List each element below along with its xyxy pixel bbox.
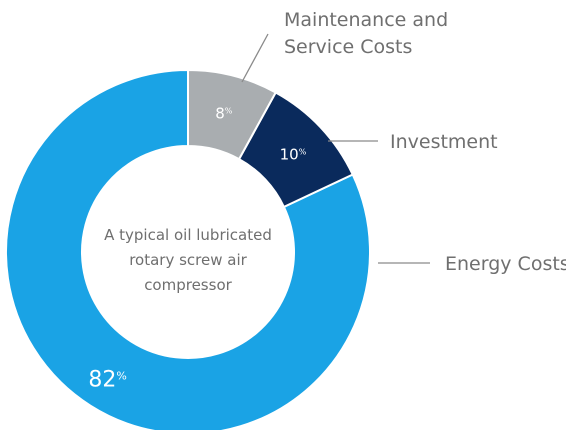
center-line-2: rotary screw air: [129, 251, 247, 269]
category-callouts: Energy Costs Investment Maintenance and Ser…: [241, 9, 566, 275]
category-label-maintenance-and-service-costs-line-1: Maintenance and: [284, 9, 448, 31]
leader-line-maintenance-and-service-costs: [241, 33, 269, 83]
donut-slices: [5, 68, 371, 430]
value-label-investment: 10%: [280, 145, 307, 163]
slice-maintenance-and-service-costs: [187, 68, 278, 161]
category-label-energy-costs: Energy Costs: [445, 253, 566, 275]
center-line-1: A typical oil lubricated: [104, 226, 272, 244]
center-line-3: compressor: [144, 276, 232, 294]
value-label-maintenance-and-service-costs: 8%: [215, 105, 233, 123]
center-caption: A typical oil lubricated rotary screw ai…: [104, 226, 272, 294]
slice-energy-costs: [5, 68, 371, 430]
slice-investment: [237, 91, 355, 209]
category-label-maintenance-and-service-costs-line-2: Service Costs: [284, 36, 412, 58]
value-label-energy-costs: 82%: [88, 368, 126, 393]
category-label-investment: Investment: [390, 131, 498, 153]
slice-value-labels: 82% 10% 8%: [88, 105, 306, 393]
